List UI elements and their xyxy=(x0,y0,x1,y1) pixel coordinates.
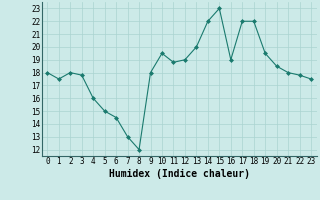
X-axis label: Humidex (Indice chaleur): Humidex (Indice chaleur) xyxy=(109,169,250,179)
